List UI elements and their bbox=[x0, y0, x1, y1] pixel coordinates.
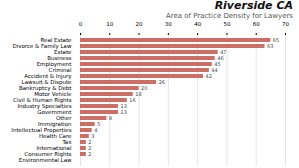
svg-text:Estate: Estate bbox=[54, 49, 72, 56]
svg-text:42: 42 bbox=[206, 73, 212, 79]
svg-text:50: 50 bbox=[223, 21, 230, 27]
svg-text:Industry Specialties: Industry Specialties bbox=[17, 103, 72, 110]
svg-text:Civil & Human Rights: Civil & Human Rights bbox=[13, 97, 72, 104]
svg-text:Bankruptcy & Debt: Bankruptcy & Debt bbox=[19, 85, 72, 92]
html-text:Area of Practice Density for L: Area of Practice Density for Lawyers bbox=[165, 12, 293, 20]
svg-text:Accident & Injury: Accident & Injury bbox=[24, 73, 72, 80]
svg-text:3: 3 bbox=[91, 133, 94, 139]
svg-text:26: 26 bbox=[159, 79, 165, 85]
svg-text:Business: Business bbox=[47, 55, 72, 62]
svg-text:63: 63 bbox=[267, 43, 273, 49]
svg-text:Lawsuit & Dispute: Lawsuit & Dispute bbox=[21, 79, 72, 86]
svg-text:16: 16 bbox=[129, 97, 135, 103]
svg-text:Criminal: Criminal bbox=[48, 67, 72, 74]
svg-text:20: 20 bbox=[141, 85, 147, 91]
svg-text:10: 10 bbox=[106, 21, 113, 27]
svg-text:2: 2 bbox=[88, 145, 92, 152]
svg-text:13: 13 bbox=[121, 109, 127, 115]
svg-text:Consumer Rights: Consumer Rights bbox=[24, 151, 72, 158]
svg-text:Health Care: Health Care bbox=[39, 133, 72, 140]
svg-text:Motor Vehicle: Motor Vehicle bbox=[34, 91, 72, 98]
svg-text:5: 5 bbox=[97, 121, 100, 127]
svg-text:44: 44 bbox=[211, 67, 217, 73]
svg-text:45: 45 bbox=[214, 61, 221, 68]
svg-text:65: 65 bbox=[273, 37, 279, 43]
svg-text:Government: Government bbox=[37, 109, 72, 116]
svg-text:20: 20 bbox=[136, 21, 143, 27]
svg-text:Immigration: Immigration bbox=[38, 121, 72, 128]
svg-text:Divorce & Family Law: Divorce & Family Law bbox=[12, 43, 72, 50]
svg-text:18: 18 bbox=[135, 91, 141, 97]
svg-text:60: 60 bbox=[253, 21, 260, 27]
svg-text:0: 0 bbox=[79, 21, 83, 27]
svg-text:Tax: Tax bbox=[62, 139, 72, 146]
html-text:Riverside CA: Riverside CA bbox=[214, 0, 293, 12]
svg-text:40: 40 bbox=[194, 21, 201, 27]
svg-text:Employment: Employment bbox=[36, 61, 72, 68]
svg-text:Intellectual Properties: Intellectual Properties bbox=[11, 127, 72, 134]
svg-text:4: 4 bbox=[94, 127, 97, 133]
svg-text:Other: Other bbox=[55, 115, 72, 122]
svg-text:46: 46 bbox=[217, 55, 224, 62]
svg-text:Environmental Law: Environmental Law bbox=[19, 157, 72, 163]
svg-text:International: International bbox=[36, 145, 72, 152]
svg-text:13: 13 bbox=[120, 103, 127, 110]
svg-text:30: 30 bbox=[165, 21, 172, 27]
svg-text:2: 2 bbox=[88, 151, 91, 157]
svg-text:9: 9 bbox=[109, 115, 112, 121]
svg-text:Real Estate: Real Estate bbox=[40, 37, 72, 44]
svg-text:2: 2 bbox=[88, 139, 92, 146]
svg-text:47: 47 bbox=[220, 49, 227, 56]
svg-text:70: 70 bbox=[282, 21, 289, 27]
